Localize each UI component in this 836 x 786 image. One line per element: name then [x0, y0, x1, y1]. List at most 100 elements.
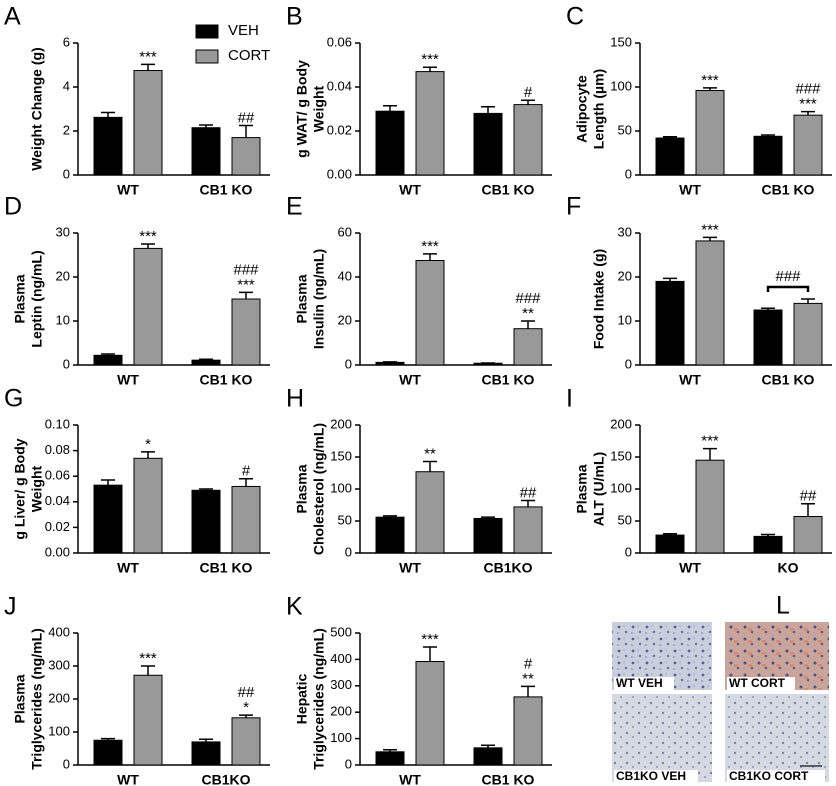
- significance-label: ***: [421, 238, 439, 255]
- panel-letter: I: [566, 385, 573, 413]
- x-tick-label: CB1KO: [483, 560, 532, 576]
- micrograph: [612, 694, 712, 782]
- error-bar: [199, 124, 213, 128]
- bar: [231, 298, 261, 366]
- y-axis-label: Cholesterol (ng/mL): [311, 423, 327, 555]
- chart-panel: C Adipocyte Length (µm) 0 50 100 150 WT *** CB1 K…: [566, 3, 832, 198]
- significance-label: *: [145, 436, 151, 453]
- significance-label: ***: [701, 433, 719, 450]
- significance-label: ###: [775, 268, 801, 285]
- significance-label: ***: [701, 221, 719, 238]
- bar: [231, 485, 261, 554]
- y-axis-label: Food Intake (g): [591, 249, 607, 349]
- y-tick-label: 0: [63, 166, 70, 181]
- x-tick-label: CB1 KO: [200, 560, 253, 576]
- y-tick-label: 20: [56, 268, 70, 283]
- error-bar: [423, 646, 437, 662]
- y-tick-label: 4: [63, 78, 70, 93]
- x-tick-label: WT: [679, 182, 701, 198]
- panel-letter: L: [776, 592, 790, 620]
- y-tick-label: 400: [48, 624, 70, 639]
- legend-swatch: [195, 49, 219, 64]
- error-bar: [521, 499, 535, 507]
- significance-label: ##: [238, 684, 255, 701]
- error-bar: [239, 478, 253, 487]
- bar: [793, 114, 823, 176]
- significance-label: #: [242, 463, 251, 480]
- bar: [375, 110, 405, 176]
- bar: [415, 71, 445, 176]
- bar: [513, 696, 543, 766]
- x-tick-label: CB1 KO: [762, 182, 815, 198]
- x-tick-label: CB1 KO: [482, 182, 535, 198]
- error-bar: [703, 236, 717, 241]
- x-tick-label: WT: [679, 560, 701, 576]
- y-tick-label: 50: [618, 122, 632, 137]
- error-bar: [801, 298, 815, 304]
- x-tick-label: CB1 KO: [200, 182, 253, 198]
- significance-label: ***: [139, 48, 157, 65]
- y-tick-label: 30: [56, 224, 70, 239]
- x-tick-label: WT: [679, 372, 701, 388]
- y-axis-label: Length (µm): [591, 69, 607, 149]
- chart-panel: H Plasma Cholesterol (ng/mL) 0 50 100 150 200 WT…: [286, 385, 552, 576]
- bar: [375, 361, 405, 366]
- x-tick-label: CB1 KO: [482, 772, 535, 786]
- error-bar: [663, 135, 677, 139]
- error-bar: [101, 737, 115, 741]
- significance-label: ##: [520, 484, 537, 501]
- x-tick-label: WT: [399, 560, 421, 576]
- chart-panel: A Weight Change (g) 0 2 4 6 WT *** CB1 KO ## VEH CO…: [4, 3, 270, 198]
- significance-label: **: [424, 445, 436, 462]
- y-tick-label: 0.08: [45, 442, 70, 457]
- y-tick-label: 200: [330, 704, 352, 719]
- y-tick-label: 0.02: [45, 519, 70, 534]
- y-axis-label: Insulin (ng/mL): [311, 249, 327, 349]
- bar: [473, 112, 503, 176]
- y-tick-label: 100: [330, 480, 352, 495]
- y-tick-label: 300: [48, 657, 70, 672]
- bar: [191, 741, 221, 766]
- x-tick-label: WT: [117, 372, 139, 388]
- y-tick-label: 0.10: [45, 416, 70, 431]
- error-bar: [141, 451, 155, 459]
- x-tick-label: WT: [399, 372, 421, 388]
- error-bar: [521, 99, 535, 105]
- y-tick-label: 30: [618, 224, 632, 239]
- bar: [133, 247, 163, 366]
- error-bar: [239, 124, 253, 138]
- chart-panel: E Plasma Insulin (ng/mL) 0 20 40 60 WT *** CB1 KO…: [286, 193, 552, 388]
- y-tick-label: 0: [345, 356, 352, 371]
- x-tick-label: CB1 KO: [482, 372, 535, 388]
- y-axis-label: Hepatic: [294, 674, 310, 725]
- panel-letter: A: [4, 3, 21, 31]
- y-tick-label: 50: [618, 512, 632, 527]
- caption-bg: [727, 677, 795, 691]
- bar: [793, 516, 823, 554]
- y-tick-label: 100: [330, 730, 352, 745]
- significance-label: ###: [795, 81, 821, 98]
- significance-label: ###: [233, 261, 259, 278]
- panel-letter: H: [286, 385, 304, 413]
- y-tick-label: 50: [338, 512, 352, 527]
- significance-label: **: [522, 670, 534, 687]
- bar: [93, 116, 123, 176]
- bar: [753, 309, 783, 366]
- x-tick-label: WT: [399, 772, 421, 786]
- chart-panel: K Hepatic Triglycerides (ng/mL) 0 100 200 300 4…: [286, 593, 552, 786]
- y-axis-label: Triglycerides (ng/mL): [311, 628, 327, 770]
- error-bar: [761, 134, 775, 137]
- bar: [93, 484, 123, 554]
- y-tick-label: 20: [618, 268, 632, 283]
- panel-letter: K: [286, 593, 303, 621]
- significance-label: ***: [237, 276, 255, 293]
- bar: [655, 534, 685, 554]
- y-axis-label: Leptin (ng/mL): [29, 250, 45, 347]
- x-tick-label: CB1 KO: [200, 372, 253, 388]
- significance-label: #: [524, 655, 533, 672]
- panel-letter: F: [566, 193, 581, 221]
- histology-panel: L WT VEH WT CORT CB1KO VEH CB1KO CORT: [612, 592, 829, 784]
- image-caption: WT VEH: [616, 676, 663, 690]
- y-tick-label: 300: [330, 677, 352, 692]
- error-bar: [199, 488, 213, 491]
